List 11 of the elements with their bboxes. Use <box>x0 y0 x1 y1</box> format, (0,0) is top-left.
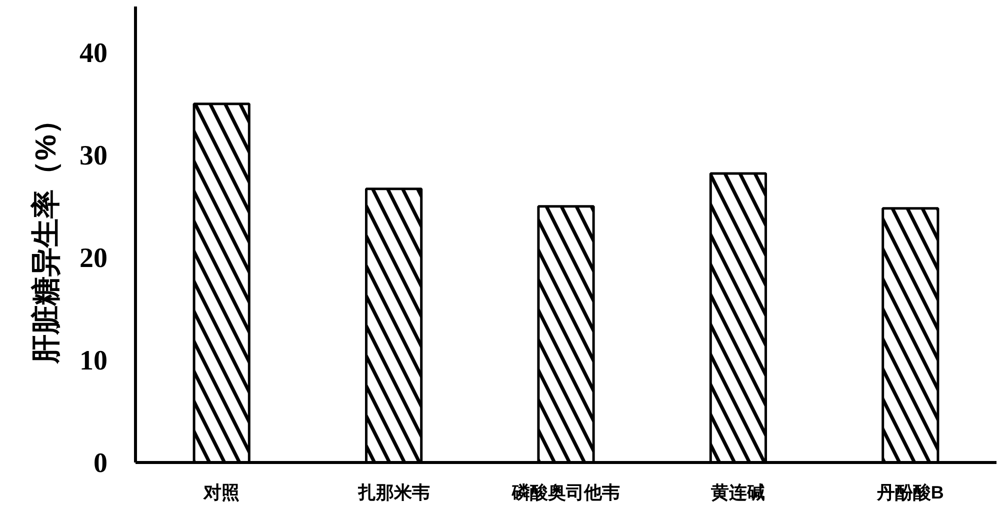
y-tick-label: 0 <box>94 448 108 479</box>
y-tick-label: 30 <box>80 140 108 172</box>
x-tick-label: 磷酸奥司他韦 <box>511 482 620 502</box>
y-tick-label: 20 <box>80 243 108 274</box>
y-tick-label: 40 <box>80 38 108 70</box>
y-tick-label: 10 <box>80 346 108 377</box>
y-axis-title: 肝脏糖异生率（%） <box>30 106 62 364</box>
x-tick-label: 对照 <box>202 482 240 502</box>
x-tick-label: 黄连碱 <box>710 482 766 502</box>
x-tick-label: 丹酚酸B <box>876 482 944 502</box>
x-tick-label: 扎那米韦 <box>356 482 430 502</box>
